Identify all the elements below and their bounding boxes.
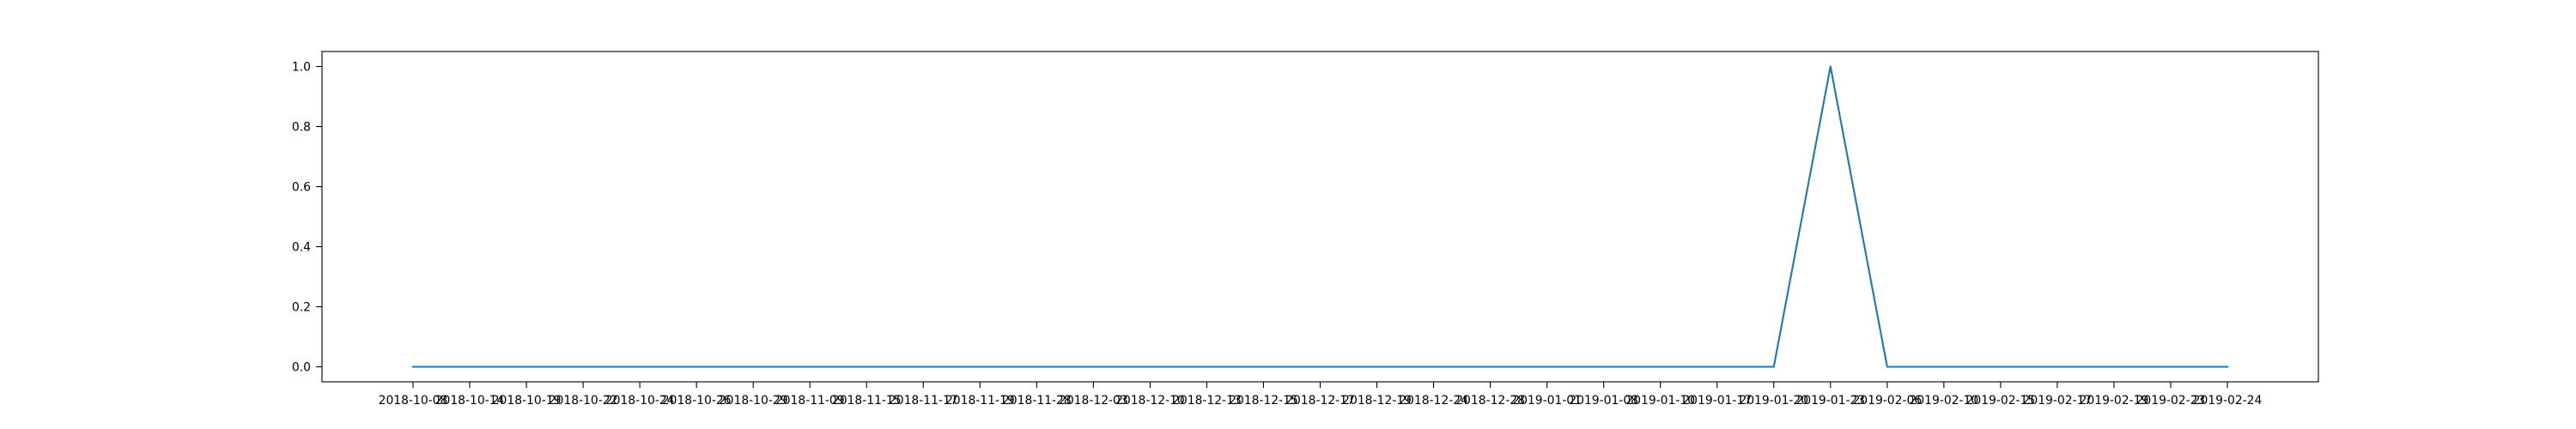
x-tick-label: 2018-10-14 — [435, 394, 505, 408]
x-tick-label: 2018-10-08 — [379, 394, 448, 408]
x-tick-label: 2018-11-17 — [889, 394, 958, 408]
x-tick-label: 2018-11-09 — [775, 394, 845, 408]
x-tick-label: 2019-02-17 — [2023, 394, 2093, 408]
x-tick-label: 2019-02-06 — [1852, 394, 1922, 408]
x-tick-label: 2019-01-01 — [1512, 394, 1582, 408]
x-tick-label: 2018-12-17 — [1285, 394, 1355, 408]
y-tick-label: 0.2 — [292, 301, 311, 315]
x-tick-label: 2019-02-24 — [2193, 394, 2263, 408]
x-tick-label: 2019-02-23 — [2136, 394, 2206, 408]
y-tick-label: 1.0 — [292, 61, 311, 75]
x-tick-label: 2019-01-17 — [1682, 394, 1752, 408]
x-tick-label: 2018-10-26 — [662, 394, 732, 408]
x-tick-label: 2018-12-03 — [1059, 394, 1128, 408]
x-tick-label: 2018-11-15 — [832, 394, 902, 408]
y-tick-label: 0.6 — [292, 181, 311, 195]
y-tick-label: 0.0 — [292, 361, 311, 375]
x-tick-label: 2018-10-19 — [492, 394, 562, 408]
y-tick-label: 0.8 — [292, 121, 311, 135]
plot-frame — [321, 51, 2319, 383]
x-tick-label: 2018-12-24 — [1399, 394, 1468, 408]
x-tick-label: 2018-12-15 — [1229, 394, 1298, 408]
x-axis: 2018-10-082018-10-142018-10-192018-10-22… — [379, 382, 2263, 408]
x-tick-label: 2018-10-29 — [719, 394, 788, 408]
x-tick-label: 2019-01-20 — [1739, 394, 1808, 408]
x-tick-label: 2018-10-24 — [605, 394, 675, 408]
x-tick-label: 2018-12-13 — [1172, 394, 1242, 408]
x-tick-label: 2018-11-19 — [945, 394, 1015, 408]
x-tick-label: 2019-02-19 — [2080, 394, 2149, 408]
y-tick-label: 0.4 — [292, 241, 311, 255]
x-tick-label: 2019-02-10 — [1909, 394, 1978, 408]
x-tick-label: 2018-12-28 — [1455, 394, 1525, 408]
x-tick-label: 2018-10-22 — [549, 394, 618, 408]
plot-area — [411, 65, 2229, 368]
x-tick-label: 2018-12-19 — [1342, 394, 1412, 408]
x-tick-label: 2019-01-08 — [1569, 394, 1638, 408]
x-tick-label: 2018-11-28 — [1002, 394, 1072, 408]
x-tick-label: 2019-01-10 — [1625, 394, 1695, 408]
x-tick-label: 2019-01-23 — [1795, 394, 1865, 408]
x-tick-label: 2018-12-10 — [1115, 394, 1185, 408]
x-tick-label: 2019-02-15 — [1966, 394, 2036, 408]
y-axis: 0.0 0.2 0.4 0.6 0.8 1.0 — [292, 61, 322, 375]
